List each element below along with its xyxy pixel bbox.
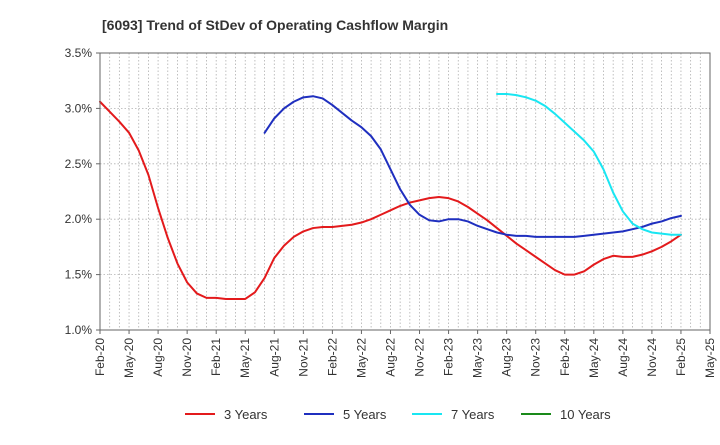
x-tick-label: Feb-21: [209, 338, 223, 376]
x-tick-label: Nov-21: [296, 338, 310, 377]
y-tick-label: 1.0%: [65, 323, 93, 337]
y-tick-label: 2.5%: [65, 157, 93, 171]
series-line-5-years: [263, 95, 682, 238]
x-tick-label: Aug-23: [500, 338, 514, 377]
legend-label-10-years: 10 Years: [560, 407, 611, 422]
y-tick-label: 3.5%: [65, 46, 93, 60]
x-tick-label: May-21: [238, 338, 252, 378]
y-tick-label: 3.0%: [65, 101, 93, 115]
x-tick-label: Aug-24: [616, 338, 630, 377]
axes: 1.0% 1.5% 2.0% 2.5% 3.0% 3.5% Feb-20 May-20 Aug-…: [65, 46, 717, 378]
x-tick-label: Feb-22: [325, 338, 339, 376]
plot-frame: [99, 52, 711, 331]
x-tick-label: Feb-24: [558, 338, 572, 376]
legend-label-5-years: 5 Years: [343, 407, 387, 422]
legend: 3 Years 5 Years 7 Years 10 Years: [185, 407, 611, 422]
x-tick-label: Aug-20: [151, 338, 165, 377]
series-line-3-years: [99, 100, 682, 300]
x-tick-label: Feb-20: [93, 338, 107, 376]
chart-title: [6093] Trend of StDev of Operating Cashf…: [102, 17, 448, 33]
y-tick-label: 1.5%: [65, 268, 93, 282]
x-tick-label: Nov-20: [180, 338, 194, 377]
x-tick-label: Nov-22: [413, 338, 427, 377]
legend-label-3-years: 3 Years: [224, 407, 268, 422]
x-tick-label: May-20: [122, 338, 136, 378]
series-layer: [99, 93, 682, 300]
x-tick-label: Aug-22: [383, 338, 397, 377]
x-tick-label: May-25: [703, 338, 717, 378]
x-tick-label: May-24: [587, 338, 601, 378]
x-tick-label: Nov-23: [529, 338, 543, 377]
series-line-7-years: [495, 93, 682, 236]
x-tick-label: Feb-23: [442, 338, 456, 376]
x-tick-label: May-22: [354, 338, 368, 378]
x-tick-label: Nov-24: [645, 338, 659, 377]
legend-label-7-years: 7 Years: [451, 407, 495, 422]
x-tick-label: May-23: [471, 338, 485, 378]
grid: [99, 52, 711, 331]
x-tick-label: Feb-25: [674, 338, 688, 376]
x-tick-label: Aug-21: [267, 338, 281, 377]
y-tick-label: 2.0%: [65, 212, 93, 226]
